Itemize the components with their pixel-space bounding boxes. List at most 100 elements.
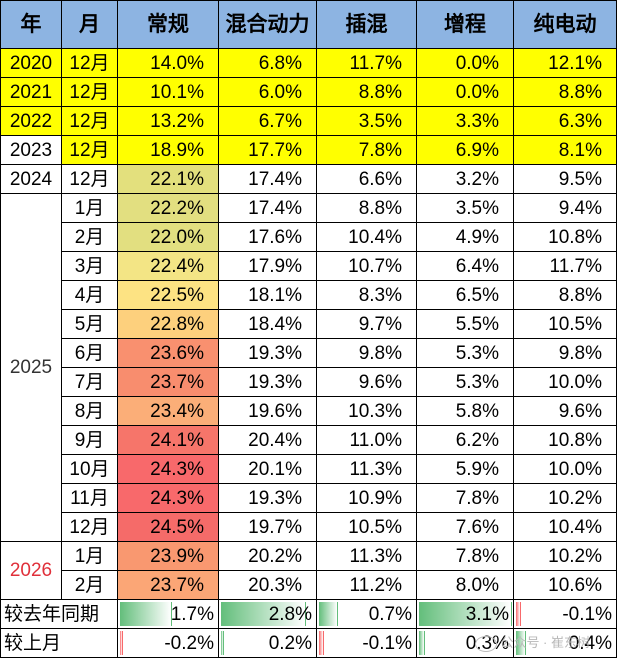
value-cell: 22.1%: [117, 164, 219, 194]
data-bar: [419, 602, 512, 626]
month-cell: 11月: [61, 483, 118, 513]
header-month: 月: [61, 0, 118, 49]
value-cell: 5.3%: [416, 367, 514, 397]
value-cell: 20.2%: [218, 541, 317, 571]
month-cell: 7月: [61, 367, 118, 397]
table-row: 2023 12月 18.9% 17.7% 7.8% 6.9% 8.1%: [0, 135, 617, 165]
month-cell: 12月: [61, 106, 118, 136]
value-cell: 6.4%: [416, 251, 514, 281]
comparison-label: 较上月: [0, 628, 118, 658]
value-cell: 7.8%: [416, 541, 514, 571]
value-cell: 20.1%: [218, 454, 317, 484]
value-cell: 24.3%: [117, 454, 219, 484]
value-cell: 12.1%: [513, 48, 617, 78]
value-cell: 11.3%: [316, 454, 417, 484]
table-row: 9月 24.1% 20.4% 11.0% 6.2% 10.8%: [1, 425, 617, 455]
value-cell: 9.8%: [316, 338, 417, 368]
month-cell: 2月: [61, 222, 118, 252]
value-cell: 22.0%: [117, 222, 219, 252]
data-bar: [221, 631, 225, 655]
data-bar: [120, 602, 172, 626]
value-cell: 11.7%: [513, 251, 617, 281]
value-cell: 19.7%: [218, 512, 317, 542]
year-cell: 2024: [0, 164, 62, 194]
value-cell: 6.8%: [218, 48, 317, 78]
value-cell: 7.8%: [416, 483, 514, 513]
value-cell: 23.7%: [117, 367, 219, 397]
month-cell: 10月: [61, 454, 118, 484]
value-cell: 10.5%: [316, 512, 417, 542]
value-cell: 3.5%: [416, 193, 514, 223]
data-bar-cell: 1.7%: [117, 599, 219, 629]
data-bar-cell: 0.4%: [513, 628, 617, 658]
value-cell: 3.5%: [316, 106, 417, 136]
value-cell: 10.5%: [513, 309, 617, 339]
data-bar: [516, 602, 521, 626]
data-bar: [319, 631, 324, 655]
data-bar-label: 0.2%: [268, 632, 312, 654]
header-conventional: 常规: [117, 0, 219, 49]
value-cell: 8.1%: [513, 135, 617, 165]
value-cell: 23.4%: [117, 396, 219, 426]
table-row: 2025 1月 22.2% 17.4% 8.8% 3.5% 9.4%: [0, 193, 617, 542]
value-cell: 9.4%: [513, 193, 617, 223]
month-cell: 6月: [61, 338, 118, 368]
year-group-cell: 2025: [0, 193, 62, 542]
table-row: 2月 22.0% 17.6% 10.4% 4.9% 10.8%: [1, 222, 617, 252]
month-cell: 1月: [61, 193, 118, 223]
value-cell: 22.4%: [117, 251, 219, 281]
month-cell: 12月: [61, 77, 118, 107]
data-bar-label: -0.2%: [164, 632, 214, 654]
month-cell: 12月: [61, 48, 118, 78]
value-cell: 19.3%: [218, 338, 317, 368]
value-cell: 6.7%: [218, 106, 317, 136]
data-bar: [221, 602, 306, 626]
table-row: 6月 23.6% 19.3% 9.8% 5.3% 9.8%: [1, 338, 617, 368]
value-cell: 17.7%: [218, 135, 317, 165]
value-cell: 20.3%: [218, 570, 317, 600]
data-bar-cell: -0.1%: [316, 628, 417, 658]
value-cell: 19.3%: [218, 483, 317, 513]
value-cell: 10.4%: [513, 512, 617, 542]
value-cell: 18.1%: [218, 280, 317, 310]
value-cell: 9.8%: [513, 338, 617, 368]
value-cell: 10.9%: [316, 483, 417, 513]
table-row: 2022 12月 13.2% 6.7% 3.5% 3.3% 6.3%: [0, 106, 617, 136]
value-cell: 22.2%: [117, 193, 219, 223]
data-bar-cell: -0.2%: [117, 628, 219, 658]
value-cell: 9.7%: [316, 309, 417, 339]
table-row: 2021 12月 10.1% 6.0% 8.8% 0.0% 8.8%: [0, 77, 617, 107]
value-cell: 11.3%: [316, 541, 417, 571]
header-hybrid: 混合动力: [218, 0, 317, 49]
value-cell: 13.2%: [117, 106, 219, 136]
comparison-row: 较去年同期 1.7% 2.8% 0.7% 3.1% -0.1%: [0, 599, 617, 629]
value-cell: 3.3%: [416, 106, 514, 136]
header-row: 年 月 常规 混合动力 插混 增程 纯电动: [0, 0, 617, 49]
value-cell: 6.5%: [416, 280, 514, 310]
table-row: 2026 1月 23.9% 20.2% 11.3% 7.8% 10.2%: [0, 541, 617, 600]
value-cell: 8.8%: [316, 77, 417, 107]
value-cell: 8.0%: [416, 570, 514, 600]
value-cell: 11.2%: [316, 570, 417, 600]
value-cell: 23.7%: [117, 570, 219, 600]
value-cell: 17.6%: [218, 222, 317, 252]
data-bar-cell: 2.8%: [218, 599, 317, 629]
value-cell: 5.3%: [416, 338, 514, 368]
data-bar-cell: -0.1%: [513, 599, 617, 629]
value-cell: 7.8%: [316, 135, 417, 165]
month-cell: 4月: [61, 280, 118, 310]
comparison-row: 较上月 -0.2% 0.2% -0.1% 0.3% 0.4%: [0, 628, 617, 658]
value-cell: 8.8%: [513, 77, 617, 107]
data-bar: [120, 631, 124, 655]
value-cell: 8.3%: [316, 280, 417, 310]
value-cell: 3.2%: [416, 164, 514, 194]
value-cell: 4.9%: [416, 222, 514, 252]
value-cell: 0.0%: [416, 48, 514, 78]
data-bar: [319, 602, 339, 626]
value-cell: 8.8%: [513, 280, 617, 310]
watermark: 公众号 · 崔东树: [475, 632, 590, 652]
table-row: 2月 23.7% 20.3% 11.2% 8.0% 10.6%: [1, 570, 617, 600]
month-cell: 8月: [61, 396, 118, 426]
value-cell: 6.6%: [316, 164, 417, 194]
year-cell: 2020: [0, 48, 62, 78]
